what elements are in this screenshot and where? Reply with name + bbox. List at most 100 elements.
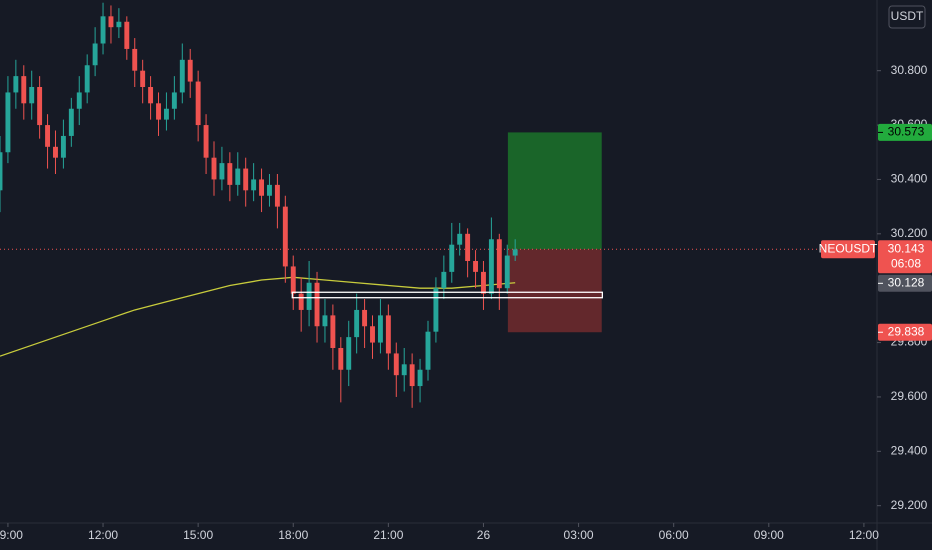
candle-body bbox=[195, 81, 201, 126]
symbol-box bbox=[821, 240, 875, 259]
candle-body bbox=[457, 233, 463, 245]
candle-body bbox=[100, 16, 106, 44]
y-tick-label: 29.400 bbox=[891, 443, 928, 457]
candle-body bbox=[417, 369, 423, 387]
x-tick-label: 09:00 bbox=[754, 528, 784, 542]
target-label-box bbox=[878, 123, 932, 141]
candle-body bbox=[179, 59, 185, 93]
candle-body bbox=[243, 168, 249, 191]
symbol-label: NEOUSDT bbox=[819, 241, 878, 255]
candle-body bbox=[274, 184, 280, 207]
candle-body bbox=[377, 315, 383, 343]
candle-body bbox=[211, 157, 217, 180]
candle-body bbox=[84, 65, 90, 93]
candle-body bbox=[298, 293, 304, 310]
candle-body bbox=[124, 21, 130, 49]
candle-body bbox=[401, 364, 407, 376]
y-tick-label: 29.600 bbox=[891, 389, 928, 403]
candle-body bbox=[314, 282, 320, 327]
candle-body bbox=[13, 76, 19, 93]
candle-body bbox=[409, 364, 415, 387]
y-tick-label: 30.800 bbox=[891, 63, 928, 77]
y-tick-label: 30.400 bbox=[891, 172, 928, 186]
candle-body bbox=[504, 255, 510, 289]
candle-body bbox=[37, 87, 43, 126]
candle-body bbox=[259, 179, 265, 196]
candle-body bbox=[45, 125, 51, 147]
candle-body bbox=[68, 108, 74, 136]
candle-body bbox=[393, 353, 399, 376]
target-label: 30.573 bbox=[888, 125, 925, 139]
ma-last-label: 30.128 bbox=[888, 275, 925, 289]
candle-body bbox=[488, 239, 494, 294]
candle-body bbox=[306, 282, 312, 310]
x-tick-label: 03:00 bbox=[564, 528, 594, 542]
x-tick-label: 21:00 bbox=[373, 528, 403, 542]
support-zone bbox=[291, 291, 604, 299]
currency-box bbox=[888, 5, 926, 29]
candle-body bbox=[385, 315, 391, 354]
candle-body bbox=[354, 309, 360, 338]
moving-average bbox=[0, 276, 516, 357]
candle-body bbox=[116, 21, 122, 28]
currency-label: USDT bbox=[891, 9, 924, 23]
candle-body bbox=[53, 146, 58, 158]
candle-body bbox=[21, 76, 27, 104]
candle-body bbox=[346, 337, 352, 370]
last-price-box bbox=[878, 240, 932, 274]
candle-body bbox=[481, 271, 486, 294]
candle-body bbox=[322, 315, 328, 327]
x-tick-label: 15:00 bbox=[183, 528, 213, 542]
candle-body bbox=[251, 179, 257, 191]
candle-body bbox=[370, 326, 375, 343]
x-tick-label: 26 bbox=[477, 528, 491, 542]
countdown-label: 06:08 bbox=[891, 256, 921, 270]
stop-label: 29.838 bbox=[888, 324, 925, 338]
ma-last-label-box bbox=[878, 274, 932, 292]
candle-body bbox=[338, 348, 344, 370]
candle-body bbox=[203, 125, 209, 158]
profit-zone bbox=[507, 132, 602, 250]
x-tick-label: 18:00 bbox=[278, 528, 308, 542]
candle-body bbox=[473, 261, 479, 272]
candle-body bbox=[267, 184, 272, 196]
y-tick-label: 29.200 bbox=[891, 498, 928, 512]
candle-body bbox=[235, 168, 241, 185]
candle-body bbox=[227, 163, 233, 185]
stop-label-box bbox=[878, 323, 932, 341]
candle-body bbox=[496, 239, 502, 289]
candle-body bbox=[362, 309, 368, 327]
candle-body bbox=[156, 103, 161, 120]
candle-body bbox=[148, 87, 154, 104]
x-tick-label: 06:00 bbox=[659, 528, 689, 542]
x-tick-label: 12:00 bbox=[849, 528, 879, 542]
candle-body bbox=[108, 16, 114, 28]
candle-body bbox=[330, 315, 336, 348]
loss-zone bbox=[507, 249, 602, 333]
candle-body bbox=[163, 108, 169, 120]
last-price-label: 30.143 bbox=[888, 241, 925, 255]
candle-body bbox=[0, 152, 3, 191]
candle-body bbox=[29, 87, 35, 104]
candle-body bbox=[140, 70, 146, 87]
candle-body bbox=[290, 266, 296, 294]
candle-body bbox=[132, 48, 138, 71]
y-tick-label: 30.200 bbox=[891, 226, 928, 240]
candle-body bbox=[171, 92, 177, 109]
candle-body bbox=[92, 43, 98, 66]
candle-body bbox=[465, 233, 471, 261]
candle-body bbox=[60, 135, 66, 158]
candle-body bbox=[76, 92, 82, 109]
candle-body bbox=[449, 244, 455, 272]
candle-body bbox=[219, 163, 225, 180]
candle-body bbox=[441, 271, 447, 289]
candle-body bbox=[433, 288, 439, 332]
candle-body bbox=[187, 59, 193, 82]
candle-body bbox=[512, 249, 518, 256]
x-tick-label: 12:00 bbox=[88, 528, 118, 542]
candle-body bbox=[425, 331, 431, 370]
candle-body bbox=[282, 206, 288, 267]
